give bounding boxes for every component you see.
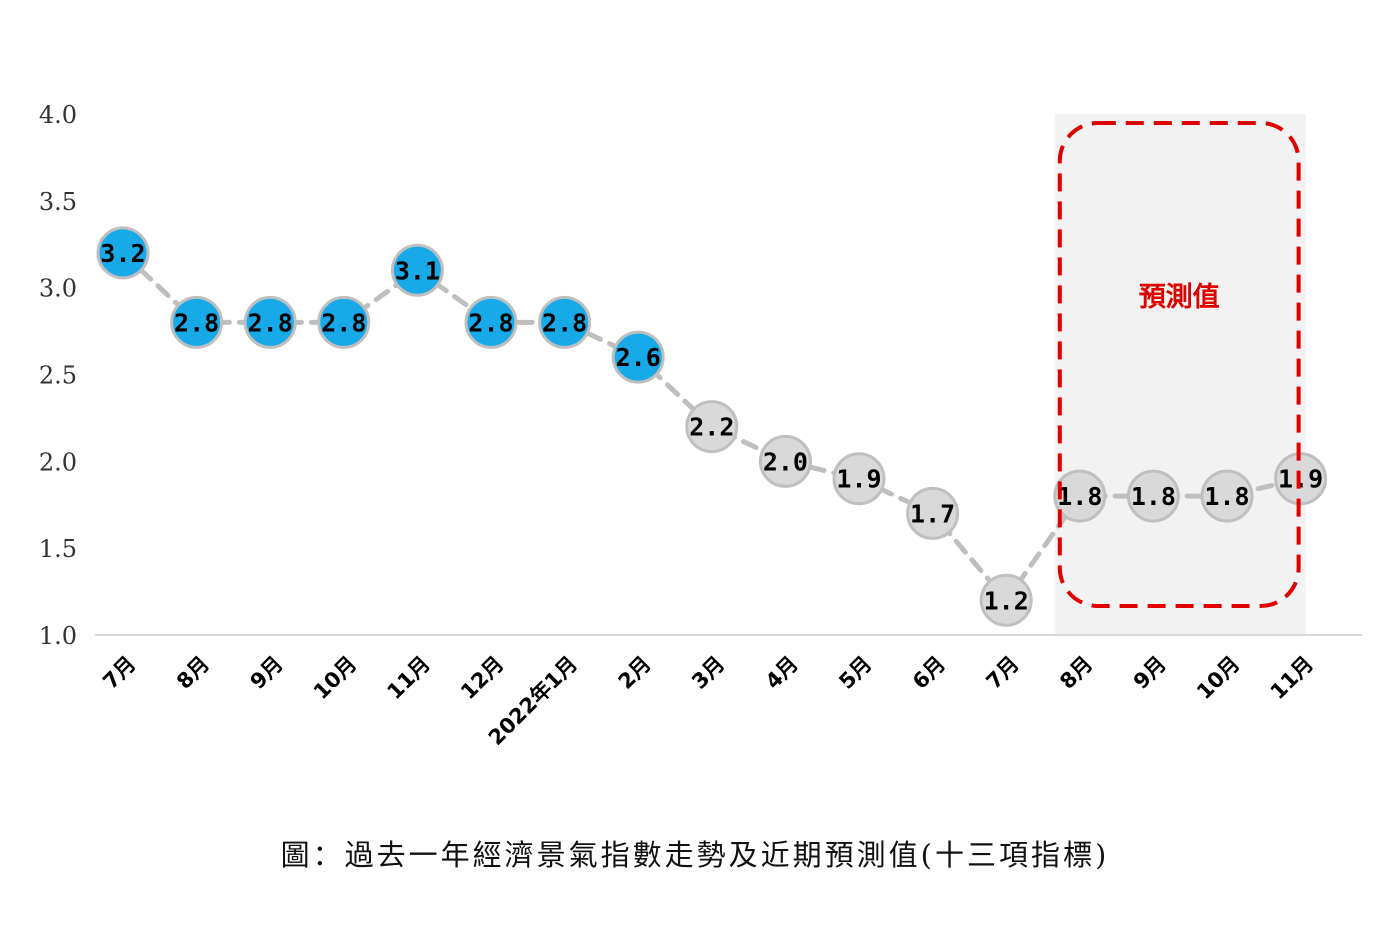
data-point-marker	[979, 573, 1033, 627]
forecast-label: 預測值	[1139, 282, 1220, 313]
x-tick-label: 3月	[687, 652, 729, 694]
x-tick-label: 10月	[1192, 652, 1244, 704]
x-tick-label: 2月	[614, 652, 656, 694]
data-point-marker	[170, 295, 224, 349]
figure-caption: 圖：過去一年經濟景氣指數走勢及近期預測值(十三項指標)	[280, 838, 1110, 872]
data-label: 1.9	[836, 465, 881, 494]
data-point-marker	[832, 452, 886, 506]
y-tick-label: 2.5	[39, 362, 77, 390]
data-point-marker	[464, 295, 518, 349]
y-tick-label: 2.0	[39, 448, 77, 476]
data-label: 2.0	[763, 447, 808, 476]
x-tick-label: 8月	[1055, 652, 1097, 694]
data-point-marker	[1200, 469, 1254, 523]
x-tick-label: 6月	[908, 652, 950, 694]
data-label: 1.8	[1204, 482, 1249, 511]
x-tick-label: 12月	[456, 652, 508, 704]
x-tick-label: 11月	[382, 652, 434, 704]
data-label: 1.2	[984, 586, 1029, 615]
x-tick-label: 7月	[98, 652, 140, 694]
y-tick-label: 4.0	[39, 101, 77, 129]
data-label: 2.8	[174, 308, 219, 337]
y-tick-label: 3.0	[39, 275, 77, 303]
data-label: 2.8	[321, 308, 366, 337]
y-tick-label: 3.5	[39, 188, 77, 216]
x-tick-label: 8月	[172, 652, 214, 694]
data-point-marker	[538, 295, 592, 349]
y-tick-label: 1.5	[39, 535, 77, 563]
data-label: 1.7	[910, 499, 955, 528]
data-label: 1.8	[1057, 482, 1102, 511]
data-label: 2.6	[616, 343, 661, 372]
data-point-marker	[317, 295, 371, 349]
data-point-marker	[611, 330, 665, 384]
data-label: 2.2	[689, 413, 734, 442]
x-tick-label: 11月	[1266, 652, 1318, 704]
data-point-marker	[1053, 469, 1107, 523]
x-tick-label: 10月	[309, 652, 361, 704]
data-point-marker	[1126, 469, 1180, 523]
forecast-shade	[1054, 114, 1306, 635]
y-tick-label: 1.0	[39, 622, 77, 650]
data-label: 2.8	[468, 308, 513, 337]
data-label: 3.2	[100, 239, 145, 268]
data-point-marker	[96, 226, 150, 280]
data-point-marker	[390, 243, 444, 297]
data-label: 2.8	[248, 308, 293, 337]
data-label: 3.1	[395, 256, 440, 285]
forecast-box	[1057, 121, 1301, 608]
data-label: 2.8	[542, 308, 587, 337]
x-tick-label: 9月	[246, 652, 288, 694]
x-tick-label: 9月	[1129, 652, 1171, 694]
x-tick-label: 5月	[834, 652, 876, 694]
data-point-marker	[906, 486, 960, 540]
data-point-marker	[243, 295, 297, 349]
x-tick-label: 4月	[761, 652, 803, 694]
data-point-marker	[758, 434, 812, 488]
data-point-marker	[685, 400, 739, 454]
x-tick-label: 7月	[982, 652, 1024, 694]
data-label: 1.8	[1131, 482, 1176, 511]
